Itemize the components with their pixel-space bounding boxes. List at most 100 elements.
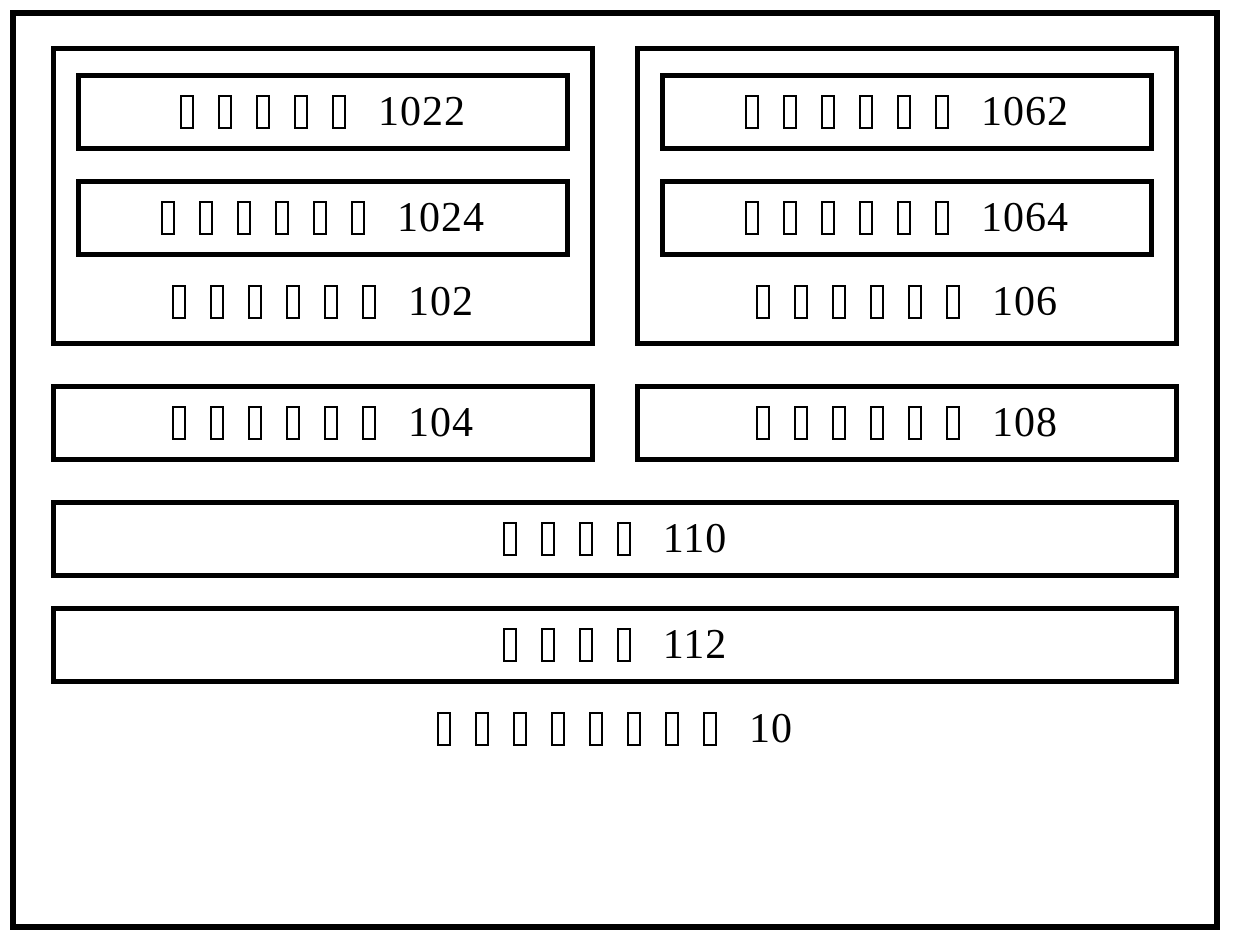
placeholder-glyph <box>172 406 186 440</box>
label-102: 102 <box>172 275 474 341</box>
ref-112: 112 <box>649 624 727 666</box>
placeholder-glyph <box>821 201 835 235</box>
placeholder-glyph <box>946 406 960 440</box>
glyphs-1064 <box>745 201 949 235</box>
module-1062: 1062 <box>660 73 1154 151</box>
module-1064: 1064 <box>660 179 1154 257</box>
placeholder-glyph <box>794 406 808 440</box>
placeholder-glyph <box>541 522 555 556</box>
module-1022: 1022 <box>76 73 570 151</box>
placeholder-glyph <box>783 201 797 235</box>
ref-1024: 1024 <box>383 197 485 239</box>
placeholder-glyph <box>437 712 451 746</box>
placeholder-glyph <box>313 201 327 235</box>
placeholder-glyph <box>665 712 679 746</box>
ref-102: 102 <box>394 281 474 323</box>
placeholder-glyph <box>935 95 949 129</box>
placeholder-glyph <box>897 95 911 129</box>
module-108: 108 <box>635 384 1179 462</box>
placeholder-glyph <box>275 201 289 235</box>
placeholder-glyph <box>794 285 808 319</box>
placeholder-glyph <box>870 406 884 440</box>
placeholder-glyph <box>589 712 603 746</box>
placeholder-glyph <box>513 712 527 746</box>
module-110: 110 <box>51 500 1179 578</box>
placeholder-glyph <box>703 712 717 746</box>
placeholder-glyph <box>332 95 346 129</box>
placeholder-glyph <box>180 95 194 129</box>
placeholder-glyph <box>832 285 846 319</box>
placeholder-glyph <box>199 201 213 235</box>
placeholder-glyph <box>908 285 922 319</box>
placeholder-glyph <box>946 285 960 319</box>
label-10: 10 <box>51 702 1179 756</box>
glyphs-106 <box>756 285 960 319</box>
glyphs-102 <box>172 285 376 319</box>
placeholder-glyph <box>870 285 884 319</box>
placeholder-glyph <box>579 628 593 662</box>
ref-110: 110 <box>649 518 727 560</box>
placeholder-glyph <box>362 406 376 440</box>
ref-1062: 1062 <box>967 91 1069 133</box>
placeholder-glyph <box>756 406 770 440</box>
placeholder-glyph <box>617 522 631 556</box>
placeholder-glyph <box>821 95 835 129</box>
placeholder-glyph <box>362 285 376 319</box>
placeholder-glyph <box>256 95 270 129</box>
placeholder-glyph <box>237 201 251 235</box>
ref-1064: 1064 <box>967 197 1069 239</box>
placeholder-glyph <box>551 712 565 746</box>
placeholder-glyph <box>859 95 873 129</box>
module-106-container: 1062 1064 106 <box>635 46 1179 346</box>
label-106: 106 <box>756 275 1058 341</box>
placeholder-glyph <box>294 95 308 129</box>
placeholder-glyph <box>475 712 489 746</box>
module-112: 112 <box>51 606 1179 684</box>
glyphs-1062 <box>745 95 949 129</box>
glyphs-110 <box>503 522 631 556</box>
placeholder-glyph <box>161 201 175 235</box>
mid-row: 104 108 <box>51 384 1179 490</box>
placeholder-glyph <box>503 628 517 662</box>
placeholder-glyph <box>503 522 517 556</box>
placeholder-glyph <box>908 406 922 440</box>
placeholder-glyph <box>210 285 224 319</box>
placeholder-glyph <box>783 95 797 129</box>
glyphs-108 <box>756 406 960 440</box>
module-104: 104 <box>51 384 595 462</box>
placeholder-glyph <box>324 406 338 440</box>
placeholder-glyph <box>897 201 911 235</box>
placeholder-glyph <box>745 201 759 235</box>
placeholder-glyph <box>756 285 770 319</box>
placeholder-glyph <box>172 285 186 319</box>
placeholder-glyph <box>248 285 262 319</box>
system-diagram: 1022 1024 102 1062 1064 106 <box>10 10 1220 930</box>
module-1024: 1024 <box>76 179 570 257</box>
glyphs-1022 <box>180 95 346 129</box>
placeholder-glyph <box>351 201 365 235</box>
top-row: 1022 1024 102 1062 1064 106 <box>51 46 1179 374</box>
placeholder-glyph <box>859 201 873 235</box>
placeholder-glyph <box>832 406 846 440</box>
placeholder-glyph <box>286 285 300 319</box>
ref-108: 108 <box>978 402 1058 444</box>
placeholder-glyph <box>579 522 593 556</box>
placeholder-glyph <box>286 406 300 440</box>
ref-106: 106 <box>978 281 1058 323</box>
placeholder-glyph <box>248 406 262 440</box>
placeholder-glyph <box>935 201 949 235</box>
placeholder-glyph <box>218 95 232 129</box>
glyphs-104 <box>172 406 376 440</box>
placeholder-glyph <box>541 628 555 662</box>
module-102-container: 1022 1024 102 <box>51 46 595 346</box>
ref-1022: 1022 <box>364 91 466 133</box>
placeholder-glyph <box>210 406 224 440</box>
placeholder-glyph <box>745 95 759 129</box>
placeholder-glyph <box>627 712 641 746</box>
glyphs-10 <box>437 712 717 746</box>
glyphs-1024 <box>161 201 365 235</box>
glyphs-112 <box>503 628 631 662</box>
ref-10: 10 <box>735 708 793 750</box>
placeholder-glyph <box>324 285 338 319</box>
placeholder-glyph <box>617 628 631 662</box>
